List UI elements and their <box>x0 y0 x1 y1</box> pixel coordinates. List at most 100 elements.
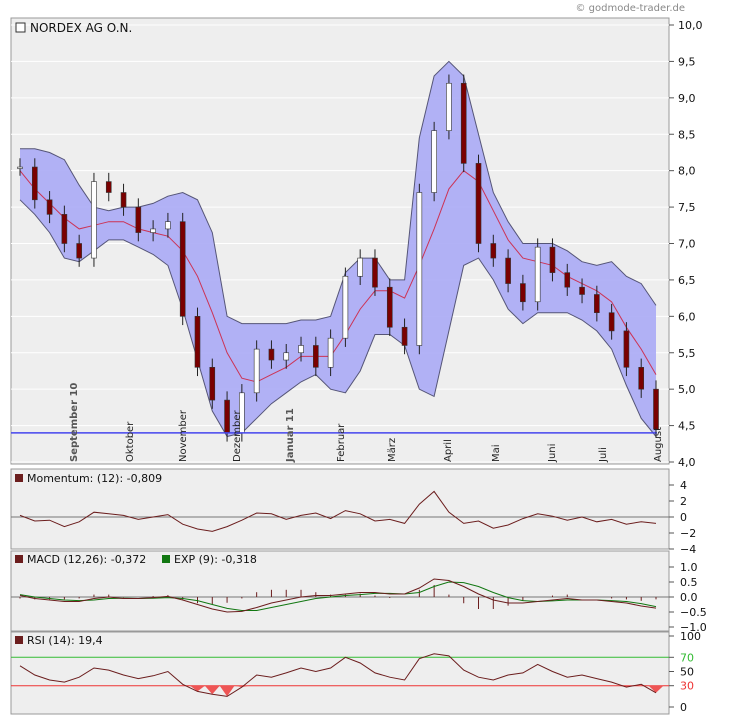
candle-body <box>475 163 482 244</box>
title-swatch <box>15 22 26 33</box>
month-label: Mai <box>491 444 502 462</box>
price-ytick-label: 6,0 <box>678 310 696 323</box>
ytick-label: 70 <box>680 651 694 664</box>
month-label: März <box>387 438 398 462</box>
candle-body <box>61 214 68 244</box>
candlestick-series <box>17 74 659 442</box>
candle-body <box>416 192 423 346</box>
ytick-label: 100 <box>680 630 701 643</box>
price-y-axis: 4,0 4,5 5,0 5,5 6,0 6,5 7,0 7,5 8,0 8,5 9,0 9,5 10,0 <box>669 19 703 469</box>
price-ytick-label: 4,5 <box>678 420 696 433</box>
candle-body <box>298 345 304 354</box>
candle-body <box>549 246 556 273</box>
momentum-panel-bg <box>10 468 670 550</box>
candle-body <box>209 367 216 401</box>
rsi-panel-bg <box>10 631 670 715</box>
month-label: April <box>443 439 454 462</box>
price-panel-bg <box>10 17 670 465</box>
price-ytick-label: 9,0 <box>678 92 696 105</box>
candle-body <box>608 312 615 332</box>
candle-body <box>623 330 630 368</box>
bollinger-lower-line <box>19 199 657 438</box>
macd-panel: 1.0 0.5 0.0 −0.5 −1.0 MACD (12,26): -0,372 E… <box>10 550 707 634</box>
month-label: Juni <box>547 444 558 463</box>
candle-body <box>179 221 186 317</box>
candle-body <box>165 221 171 230</box>
macd-label: MACD (12,26): -0,372 <box>27 553 146 566</box>
month-label: Juli <box>598 447 609 463</box>
rsi-label: RSI (14): 19,4 <box>27 634 103 647</box>
price-ytick-label: 7,5 <box>678 201 696 214</box>
price-panel: September 10 Oktober November Dezember Janua… <box>10 17 703 469</box>
rsi-line <box>19 653 657 697</box>
momentum-y-axis: 4 2 0 −2 −4 <box>11 479 696 556</box>
ytick-label: −2 <box>680 527 696 540</box>
ytick-label: −1.0 <box>680 621 707 634</box>
candle-body <box>372 257 378 288</box>
candle-body <box>579 286 585 295</box>
candle-body <box>76 243 82 259</box>
chart-title: NORDEX AG O.N. <box>30 21 132 35</box>
ytick-label: 30 <box>680 680 694 693</box>
month-label: Oktober <box>125 421 136 462</box>
rsi-swatch <box>15 636 23 644</box>
candle-body <box>357 257 363 277</box>
candle-body <box>224 399 230 434</box>
candle-body <box>91 181 97 259</box>
candle-body <box>194 316 201 368</box>
ytick-label: 2 <box>680 495 687 508</box>
candle-body <box>150 228 156 233</box>
price-ytick-label: 10,0 <box>678 19 703 32</box>
price-ytick-label: 4,0 <box>678 456 696 469</box>
candle-body <box>268 348 275 361</box>
candle-body <box>105 181 112 193</box>
exp-swatch <box>162 555 170 563</box>
candle-body <box>446 82 452 131</box>
candle-body <box>520 283 526 303</box>
momentum-label: Momentum: (12): -0,809 <box>27 472 162 485</box>
candle-body <box>46 199 53 215</box>
ytick-label: 0.0 <box>680 591 698 604</box>
month-label: August <box>653 427 664 462</box>
macd-y-axis: 1.0 0.5 0.0 −0.5 −1.0 <box>11 561 707 634</box>
exp-label: EXP (9): -0,318 <box>174 553 257 566</box>
candle-body <box>342 275 349 339</box>
bollinger-band-fill <box>20 61 656 437</box>
ytick-label: 50 <box>680 666 694 679</box>
watermark: © godmode-trader.de <box>576 3 686 14</box>
candle-body <box>594 294 600 313</box>
candle-body <box>283 352 290 361</box>
candle-body <box>653 388 659 430</box>
price-ytick-label: 5,0 <box>678 383 696 396</box>
candle-body <box>120 192 127 208</box>
price-ytick-label: 9,5 <box>678 55 696 68</box>
ytick-label: −0.5 <box>680 606 707 619</box>
ytick-label: 1.0 <box>680 561 698 574</box>
candle-body <box>431 130 437 193</box>
momentum-swatch <box>15 474 23 482</box>
candle-body <box>31 166 38 201</box>
momentum-line <box>19 490 657 532</box>
price-ytick-label: 8,0 <box>678 165 696 178</box>
macd-swatch <box>15 555 23 563</box>
candle-body <box>386 286 393 328</box>
candle-body <box>505 257 511 284</box>
macd-panel-bg <box>10 550 670 632</box>
candle-body <box>135 206 142 233</box>
month-label: Februar <box>336 423 347 462</box>
ytick-label: 4 <box>680 479 687 492</box>
candle-body <box>564 272 571 288</box>
candle-body <box>327 337 334 368</box>
ytick-label: −4 <box>680 543 696 556</box>
ytick-label: 0.5 <box>680 576 698 589</box>
candle-body <box>534 246 541 303</box>
momentum-panel: 4 2 0 −2 −4 Momentum: (12): -0,809 <box>10 468 696 556</box>
candle-body <box>460 82 467 164</box>
ytick-label: 0 <box>680 511 687 524</box>
ytick-label: 0 <box>680 701 687 714</box>
candle-body <box>17 166 23 169</box>
candle-body <box>401 326 408 346</box>
price-ytick-label: 8,5 <box>678 128 696 141</box>
